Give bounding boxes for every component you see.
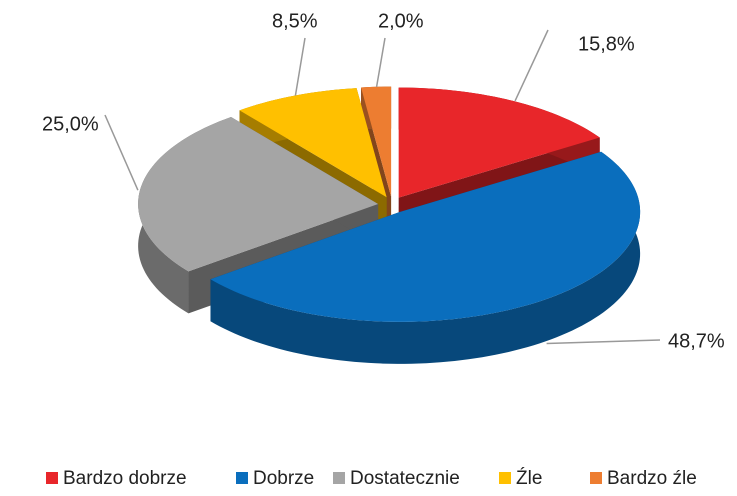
data-label: 48,7% [668,330,725,352]
data-label: 8,5% [272,10,318,32]
slice-side [210,151,641,364]
legend-label: Źle [516,468,542,489]
slice [210,151,641,322]
legend-swatch [46,472,58,484]
legend-swatch [499,472,511,484]
leader-line [104,114,139,191]
legend-swatch [333,472,345,484]
legend-label: Bardzo źle [607,468,697,489]
leader-line [294,37,306,96]
leader-line [375,37,386,87]
slice [398,87,600,198]
data-label: 25,0% [42,113,99,135]
leader-line [514,29,549,102]
legend-label: Bardzo dobrze [63,468,187,489]
legend-swatch [236,472,248,484]
legend-label: Dobrze [253,468,314,489]
leader-line [546,339,661,345]
slice [361,86,392,197]
legend-label: Dostatecznie [350,468,460,489]
slice [239,88,387,198]
data-label: 2,0% [378,10,424,32]
slice [138,117,379,272]
data-label: 15,8% [578,33,635,55]
legend-swatch [590,472,602,484]
slice-tops [138,86,641,322]
